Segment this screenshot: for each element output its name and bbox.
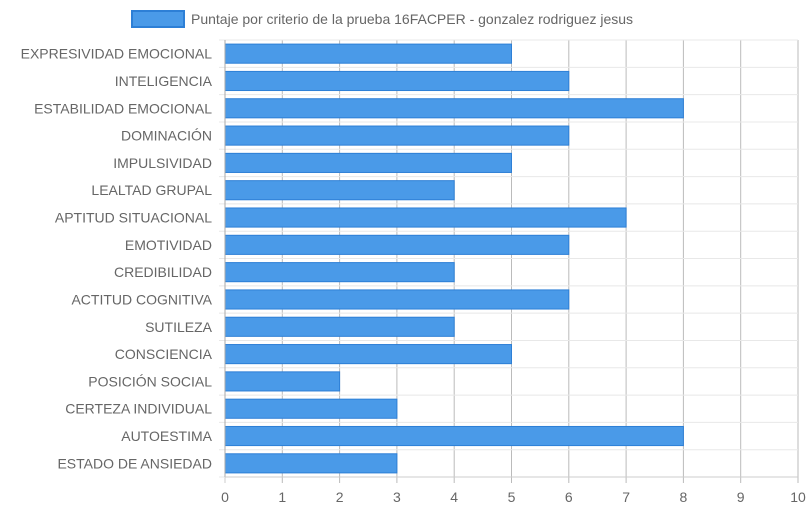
category-label: EXPRESIVIDAD EMOCIONAL bbox=[21, 46, 213, 62]
bar[interactable] bbox=[224, 207, 627, 228]
category-label: IMPULSIVIDAD bbox=[113, 155, 212, 171]
category-label: APTITUD SITUACIONAL bbox=[55, 210, 212, 226]
bar[interactable] bbox=[224, 98, 684, 119]
category-label: CERTEZA INDIVIDUAL bbox=[65, 401, 212, 417]
category-label: ACTITUD COGNITIVA bbox=[71, 291, 212, 307]
category-label: ESTADO DE ANSIEDAD bbox=[57, 455, 212, 471]
bar[interactable] bbox=[224, 70, 570, 92]
category-label: ESTABILIDAD EMOCIONAL bbox=[34, 100, 212, 116]
bar[interactable] bbox=[224, 371, 341, 392]
bars-group bbox=[224, 43, 684, 474]
x-tick-label: 9 bbox=[737, 489, 745, 505]
category-label: CREDIBILIDAD bbox=[114, 264, 212, 280]
x-tick-labels: 0 1 2 3 4 5 6 7 8 9 10 bbox=[221, 489, 806, 505]
x-tick-label: 6 bbox=[565, 489, 573, 505]
category-label: INTELIGENCIA bbox=[115, 73, 213, 89]
category-labels: EXPRESIVIDAD EMOCIONAL INTELIGENCIA ESTABI… bbox=[21, 46, 213, 472]
bar[interactable] bbox=[224, 152, 512, 173]
bar[interactable] bbox=[224, 125, 570, 146]
bar[interactable] bbox=[224, 180, 455, 201]
axes bbox=[224, 40, 798, 478]
x-tick-label: 1 bbox=[278, 489, 286, 505]
bar[interactable] bbox=[224, 43, 512, 64]
category-label: SUTILEZA bbox=[145, 319, 213, 335]
x-tick-label: 8 bbox=[680, 489, 688, 505]
bar[interactable] bbox=[224, 262, 455, 283]
bar[interactable] bbox=[224, 289, 570, 310]
category-label: POSICIÓN SOCIAL bbox=[88, 373, 212, 389]
x-tick-label: 4 bbox=[450, 489, 458, 505]
bar[interactable] bbox=[224, 344, 512, 365]
x-tick-label: 10 bbox=[790, 489, 806, 505]
category-label: CONSCIENCIA bbox=[115, 346, 213, 362]
bar[interactable] bbox=[224, 425, 684, 447]
x-tick-label: 0 bbox=[221, 489, 229, 505]
bar[interactable] bbox=[224, 316, 455, 337]
category-label: LEALTAD GRUPAL bbox=[91, 182, 212, 198]
bar[interactable] bbox=[224, 234, 570, 255]
legend-swatch[interactable] bbox=[131, 10, 185, 28]
legend[interactable]: Puntaje por criterio de la prueba 16FACP… bbox=[131, 10, 633, 28]
bar[interactable] bbox=[224, 398, 398, 419]
category-label: AUTOESTIMA bbox=[121, 428, 212, 444]
x-tick-label: 2 bbox=[336, 489, 344, 505]
legend-label[interactable]: Puntaje por criterio de la prueba 16FACP… bbox=[191, 11, 633, 27]
bar[interactable] bbox=[224, 453, 398, 474]
x-tick-label: 7 bbox=[622, 489, 630, 505]
x-tick-label: 5 bbox=[508, 489, 516, 505]
category-label: EMOTIVIDAD bbox=[125, 237, 212, 253]
x-tick-label: 3 bbox=[393, 489, 401, 505]
category-label: DOMINACIÓN bbox=[121, 128, 212, 144]
